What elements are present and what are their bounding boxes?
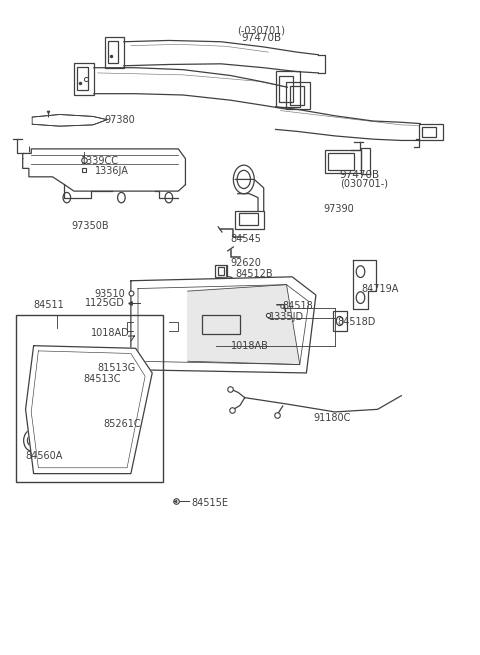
- Bar: [420, 124, 443, 140]
- Bar: [74, 62, 94, 95]
- Bar: [105, 37, 124, 67]
- Text: 91180C: 91180C: [313, 413, 351, 423]
- Bar: [216, 265, 227, 278]
- Bar: [77, 67, 88, 90]
- Text: 84518D: 84518D: [337, 316, 376, 327]
- Bar: [96, 351, 110, 367]
- Bar: [55, 379, 83, 400]
- Text: 84515E: 84515E: [192, 498, 228, 508]
- Bar: [100, 408, 109, 420]
- Bar: [235, 211, 264, 229]
- Text: 1339CC: 1339CC: [81, 156, 119, 166]
- Text: 84560A: 84560A: [25, 451, 63, 461]
- Text: 1018AD: 1018AD: [91, 328, 130, 339]
- Bar: [422, 127, 436, 137]
- Polygon shape: [32, 115, 107, 126]
- Bar: [325, 149, 361, 173]
- Bar: [287, 82, 310, 109]
- Bar: [333, 311, 347, 331]
- Text: 1336JA: 1336JA: [96, 166, 129, 176]
- Text: 97470B: 97470B: [241, 33, 281, 43]
- Text: 84545: 84545: [230, 234, 262, 244]
- Text: 84513C: 84513C: [84, 374, 121, 384]
- Text: 97470B: 97470B: [340, 170, 380, 180]
- Text: 84512B: 84512B: [235, 269, 273, 278]
- Polygon shape: [188, 285, 300, 365]
- Bar: [328, 153, 354, 170]
- Polygon shape: [131, 277, 316, 373]
- Bar: [361, 148, 371, 174]
- Text: (030701-): (030701-): [340, 178, 388, 189]
- Text: 92620: 92620: [230, 257, 262, 267]
- Text: 84518: 84518: [283, 301, 313, 311]
- Bar: [98, 354, 107, 365]
- Bar: [108, 41, 118, 63]
- Bar: [239, 213, 258, 225]
- Text: 93510: 93510: [95, 289, 125, 299]
- Text: (-030701): (-030701): [237, 25, 285, 35]
- Text: 1335JD: 1335JD: [268, 312, 303, 322]
- Bar: [94, 381, 107, 395]
- Text: 97350B: 97350B: [72, 221, 109, 231]
- Text: 85261C: 85261C: [104, 419, 142, 429]
- Bar: [276, 71, 300, 107]
- Bar: [279, 76, 293, 102]
- Bar: [97, 404, 113, 422]
- Text: 84511: 84511: [34, 300, 64, 310]
- Text: 84719A: 84719A: [361, 284, 398, 293]
- Bar: [290, 86, 304, 105]
- Text: 1018AB: 1018AB: [230, 341, 268, 351]
- Text: 81513G: 81513G: [97, 364, 136, 373]
- Text: 97380: 97380: [105, 115, 135, 124]
- Text: 1125GD: 1125GD: [85, 299, 125, 309]
- Polygon shape: [25, 346, 152, 474]
- FancyBboxPatch shape: [16, 314, 163, 482]
- Text: 97390: 97390: [323, 204, 354, 214]
- Bar: [218, 267, 224, 275]
- Bar: [202, 314, 240, 334]
